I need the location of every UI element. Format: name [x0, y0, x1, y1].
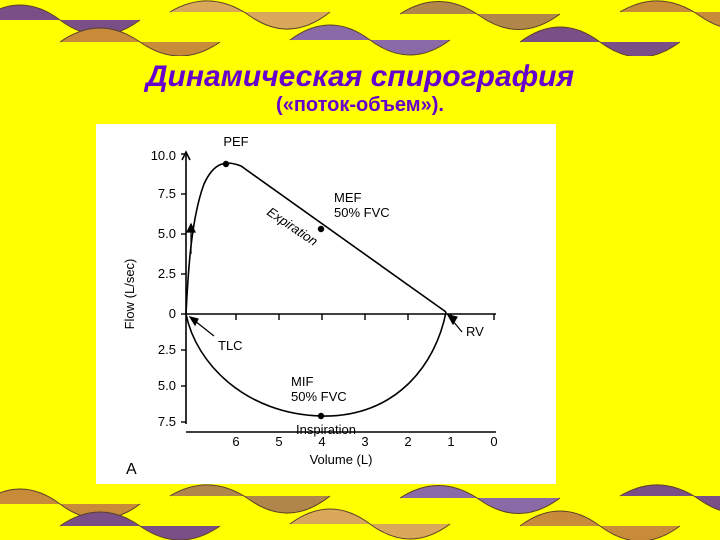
- mif-marker: [318, 413, 324, 419]
- x-axis-label: Volume (L): [310, 452, 373, 467]
- decor-bottom: [0, 484, 720, 540]
- decor-top: [0, 0, 720, 56]
- annot-expiration: Expiration: [264, 204, 320, 249]
- annot-pef: PEF: [223, 134, 248, 149]
- ytick-n7p5: 7.5: [158, 414, 176, 429]
- chart-panel: 0 2.5 5.0 7.5 10.0 2.5 5.0 7.5 6 5 4 3 2…: [96, 124, 556, 484]
- annot-mif2: 50% FVC: [291, 389, 347, 404]
- pef-marker: [223, 161, 229, 167]
- xtick-5: 5: [275, 434, 282, 449]
- annot-mif1: MIF: [291, 374, 313, 389]
- slide-title: Динамическая спирография: [0, 60, 720, 94]
- xtick-2: 2: [404, 434, 411, 449]
- ytick-5: 5.0: [158, 226, 176, 241]
- ytick-10: 10.0: [151, 148, 176, 163]
- ytick-2p5: 2.5: [158, 266, 176, 281]
- xtick-1: 1: [447, 434, 454, 449]
- ytick-7p5: 7.5: [158, 186, 176, 201]
- y-axis-label: Flow (L/sec): [122, 259, 137, 330]
- ytick-n5: 5.0: [158, 378, 176, 393]
- xtick-6: 6: [232, 434, 239, 449]
- mef-marker: [318, 226, 324, 232]
- annot-tlc: TLC: [218, 338, 243, 353]
- ytick-n2p5: 2.5: [158, 342, 176, 357]
- annot-mef1: MEF: [334, 190, 362, 205]
- subplot-label: A: [126, 461, 137, 478]
- title-block: Динамическая спирография («поток-объем»)…: [0, 60, 720, 117]
- flow-volume-chart: 0 2.5 5.0 7.5 10.0 2.5 5.0 7.5 6 5 4 3 2…: [96, 124, 556, 484]
- annot-mef2: 50% FVC: [334, 205, 390, 220]
- annot-inspiration: Inspiration: [296, 422, 356, 437]
- slide: Динамическая спирография («поток-объем»)…: [0, 0, 720, 540]
- xtick-3: 3: [361, 434, 368, 449]
- slide-subtitle: («поток-объем»).: [0, 94, 720, 117]
- ytick-0: 0: [169, 306, 176, 321]
- xtick-0: 0: [490, 434, 497, 449]
- annot-rv: RV: [466, 324, 484, 339]
